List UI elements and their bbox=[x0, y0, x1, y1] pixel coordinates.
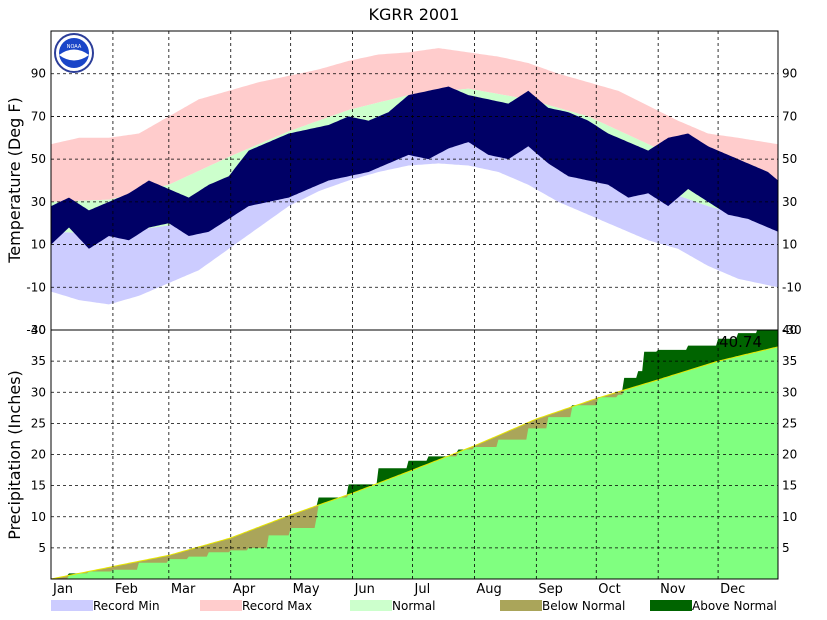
precipitation-ylabel: Precipitation (Inches) bbox=[5, 370, 24, 540]
precipitation-tick-label-right: 30 bbox=[782, 385, 797, 399]
temperature-tick-label-right: 10 bbox=[782, 238, 797, 252]
temperature-tick-label-right: -10 bbox=[782, 280, 802, 294]
precipitation-tick-label-right: 20 bbox=[782, 448, 797, 462]
legend-swatch bbox=[350, 600, 392, 611]
precipitation-panel: 5 5 10 10 15 15 20 20 25 25 30 30 35 35 40 40 40.74 Pre… bbox=[5, 323, 797, 580]
precipitation-tick-label-right: 35 bbox=[782, 354, 797, 368]
month-label: Sep bbox=[538, 582, 563, 597]
legend-label: Below Normal bbox=[542, 599, 625, 613]
month-axis: Jan Feb Mar Apr May Jun Jul Aug Sep Oct Nov Dec bbox=[52, 582, 745, 597]
precipitation-tick-label-left: 15 bbox=[31, 479, 46, 493]
temperature-tick-label-left: 50 bbox=[31, 152, 46, 166]
above-normal-area bbox=[51, 330, 778, 579]
legend-label: Record Max bbox=[242, 599, 312, 613]
legend-label: Above Normal bbox=[692, 599, 777, 613]
precipitation-tick-label-right: 15 bbox=[782, 479, 797, 493]
legend: Record Min Record Max Normal Below Normal Ab… bbox=[51, 599, 777, 613]
precipitation-total-annotation: 40.74 bbox=[719, 333, 762, 351]
precipitation-tick-label-left: 30 bbox=[31, 385, 46, 399]
precipitation-tick-label-left: 5 bbox=[38, 541, 46, 555]
temperature-tick-label-right: 50 bbox=[782, 152, 797, 166]
temperature-tick-label-right: 90 bbox=[782, 67, 797, 81]
legend-swatch bbox=[51, 600, 93, 611]
precipitation-tick-label-right: 40 bbox=[782, 323, 797, 337]
precipitation-tick-label-left: 20 bbox=[31, 448, 46, 462]
month-label: Mar bbox=[171, 582, 196, 597]
temperature-tick-label-right: 70 bbox=[782, 109, 797, 123]
temperature-tick-label-left: -10 bbox=[26, 280, 46, 294]
month-label: May bbox=[293, 582, 320, 597]
temperature-tick-label-left: 90 bbox=[31, 67, 46, 81]
temperature-tick-label-left: 70 bbox=[31, 109, 46, 123]
precipitation-tick-label-left: 25 bbox=[31, 416, 46, 430]
temperature-panel: -30 -30 -10 -10 10 10 30 30 50 50 70 70 90 90 NOAA Te… bbox=[5, 30, 802, 337]
precipitation-frame bbox=[50, 329, 779, 580]
legend-swatch bbox=[200, 600, 242, 611]
precipitation-tick-label-left: 40 bbox=[31, 323, 46, 337]
legend-label: Record Min bbox=[93, 599, 160, 613]
normal-precipitation-line bbox=[51, 346, 778, 579]
noaa-logo: NOAA bbox=[54, 33, 94, 73]
month-label: Jan bbox=[52, 582, 73, 597]
precipitation-tick-label-right: 10 bbox=[782, 510, 797, 524]
legend-swatch bbox=[650, 600, 692, 611]
noaa-logo-text: NOAA bbox=[67, 44, 82, 50]
month-label: Aug bbox=[476, 582, 501, 597]
month-label: Oct bbox=[598, 582, 620, 597]
temperature-tick-label-left: 30 bbox=[31, 195, 46, 209]
temperature-tick-label-left: 10 bbox=[31, 238, 46, 252]
month-label: Apr bbox=[233, 582, 256, 597]
chart-title: KGRR 2001 bbox=[369, 5, 460, 24]
temperature-tick-label-right: -30 bbox=[782, 323, 802, 337]
precipitation-tick-label-right: 5 bbox=[782, 541, 790, 555]
precipitation-tick-label-left: 10 bbox=[31, 510, 46, 524]
month-label: Dec bbox=[720, 582, 745, 597]
month-label: Jul bbox=[414, 582, 431, 597]
month-label: Nov bbox=[660, 582, 686, 597]
legend-label: Normal bbox=[392, 599, 435, 613]
temperature-ylabel: Temperature (Deg F) bbox=[5, 97, 24, 264]
temperature-tick-label-left: -30 bbox=[26, 323, 46, 337]
legend-swatch bbox=[500, 600, 542, 611]
precipitation-tick-label-left: 35 bbox=[31, 354, 46, 368]
temperature-tick-label-right: 30 bbox=[782, 195, 797, 209]
month-label: Feb bbox=[115, 582, 138, 597]
precipitation-tick-label-right: 25 bbox=[782, 416, 797, 430]
month-label: Jun bbox=[354, 582, 375, 597]
